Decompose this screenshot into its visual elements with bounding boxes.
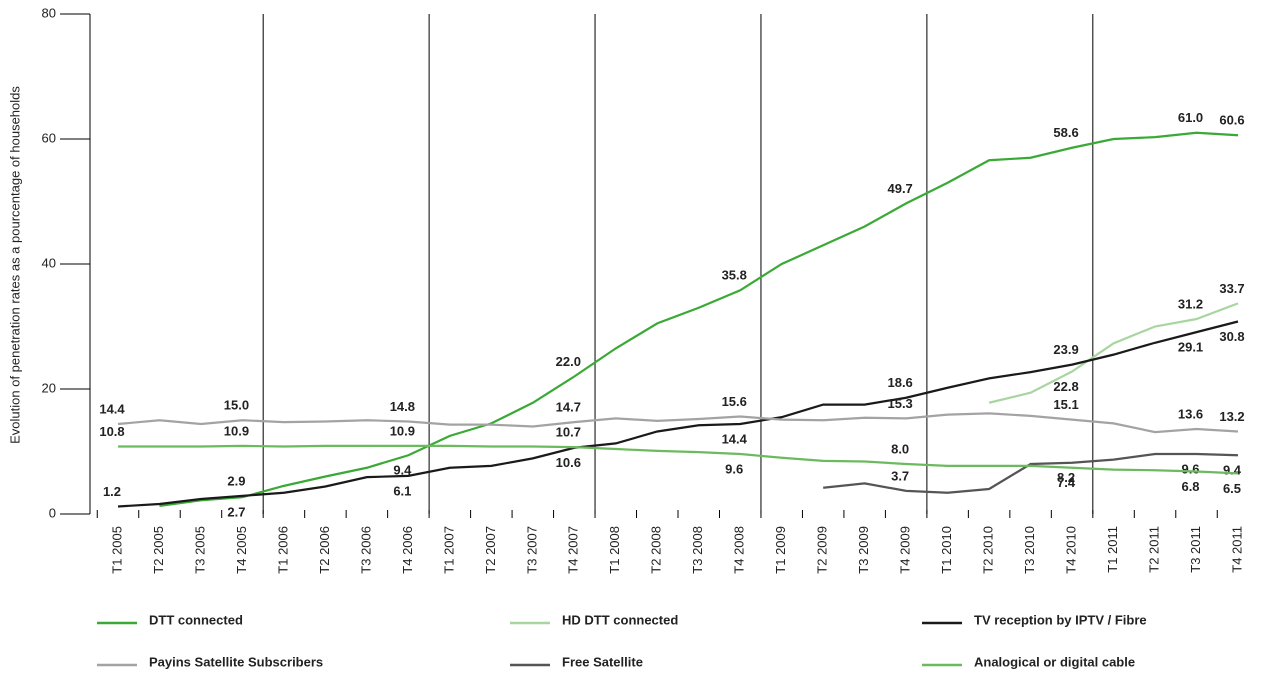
x-tick-label: T3 2005 — [192, 526, 207, 574]
legend-label: Analogical or digital cable — [974, 654, 1135, 669]
legend-label: HD DTT connected — [562, 612, 678, 627]
data-label: 15.0 — [224, 398, 249, 413]
data-label: 7.4 — [1057, 475, 1076, 490]
data-label: 30.8 — [1219, 329, 1244, 344]
data-label: 22.8 — [1053, 379, 1078, 394]
data-label: 13.2 — [1219, 409, 1244, 424]
x-tick-label: T1 2008 — [607, 526, 622, 574]
data-label: 6.5 — [1223, 481, 1241, 496]
x-tick-label: T1 2007 — [441, 526, 456, 574]
data-label: 23.9 — [1053, 342, 1078, 357]
data-label: 60.6 — [1219, 113, 1244, 128]
x-tick-label: T1 2009 — [773, 526, 788, 574]
x-tick-label: T2 2011 — [1146, 526, 1161, 573]
data-label: 35.8 — [722, 268, 747, 283]
data-label: 2.7 — [227, 505, 245, 520]
y-tick-label: 20 — [42, 380, 56, 395]
data-label: 9.4 — [393, 463, 412, 478]
x-tick-label: T1 2011 — [1105, 526, 1120, 573]
x-tick-label: T3 2006 — [358, 526, 373, 574]
x-tick-label: T3 2008 — [690, 526, 705, 574]
data-label: 9.6 — [725, 461, 743, 476]
data-label: 10.7 — [556, 425, 581, 440]
data-label: 22.0 — [556, 354, 581, 369]
y-axis-label: Evolution of penetration rates as a pour… — [7, 86, 22, 444]
x-tick-label: T1 2010 — [939, 526, 954, 574]
x-tick-label: T2 2010 — [981, 526, 996, 574]
data-label: 8.0 — [891, 441, 909, 456]
data-label: 15.1 — [1053, 397, 1078, 412]
x-tick-label: T2 2007 — [483, 526, 498, 574]
data-label: 29.1 — [1178, 340, 1203, 355]
data-label: 9.6 — [1181, 461, 1199, 476]
data-label: 49.7 — [887, 181, 912, 196]
y-tick-label: 80 — [42, 5, 56, 20]
data-label: 1.2 — [103, 484, 121, 499]
data-label: 14.7 — [556, 400, 581, 415]
legend-label: TV reception by IPTV / Fibre — [974, 612, 1147, 627]
x-tick-label: T1 2006 — [275, 526, 290, 574]
data-label: 18.6 — [887, 375, 912, 390]
data-label: 9.4 — [1223, 463, 1242, 478]
x-tick-label: T4 2009 — [898, 526, 913, 574]
data-label: 10.8 — [99, 424, 124, 439]
x-tick-label: T3 2007 — [524, 526, 539, 574]
x-tick-label: T2 2006 — [317, 526, 332, 574]
x-tick-label: T2 2008 — [649, 526, 664, 574]
data-label: 33.7 — [1219, 281, 1244, 296]
data-label: 10.9 — [224, 423, 249, 438]
legend-label: Payins Satellite Subscribers — [149, 654, 323, 669]
y-tick-label: 0 — [49, 505, 56, 520]
x-tick-label: T4 2010 — [1064, 526, 1079, 574]
x-tick-label: T3 2009 — [856, 526, 871, 574]
data-label: 31.2 — [1178, 296, 1203, 311]
data-label: 58.6 — [1053, 125, 1078, 140]
x-tick-label: T4 2007 — [566, 526, 581, 574]
data-label: 6.1 — [393, 483, 411, 498]
data-label: 3.7 — [891, 468, 909, 483]
x-tick-label: T2 2009 — [815, 526, 830, 574]
x-tick-label: T1 2005 — [109, 526, 124, 574]
data-label: 14.4 — [722, 431, 748, 446]
legend-label: DTT connected — [149, 612, 243, 627]
data-label: 14.8 — [390, 399, 415, 414]
series-line — [118, 444, 1239, 475]
data-label: 13.6 — [1178, 406, 1203, 421]
x-tick-label: T4 2005 — [234, 526, 249, 574]
legend-label: Free Satellite — [562, 654, 643, 669]
x-tick-label: T4 2006 — [400, 526, 415, 574]
data-label: 61.0 — [1178, 110, 1203, 125]
data-label: 2.9 — [227, 473, 245, 488]
series-line — [117, 320, 1239, 508]
x-tick-label: T4 2011 — [1229, 526, 1244, 573]
data-label: 15.3 — [887, 396, 912, 411]
data-label: 14.4 — [99, 401, 125, 416]
series-line — [117, 412, 1239, 434]
y-tick-label: 60 — [42, 130, 56, 145]
x-tick-label: T3 2011 — [1188, 526, 1203, 573]
x-tick-label: T2 2005 — [151, 526, 166, 574]
x-tick-label: T3 2010 — [1022, 526, 1037, 574]
data-label: 8.2 — [1057, 470, 1075, 485]
data-label: 10.6 — [556, 455, 581, 470]
data-label: 6.8 — [1181, 479, 1199, 494]
data-label: 10.9 — [390, 423, 415, 438]
data-label: 15.6 — [722, 394, 747, 409]
y-tick-label: 40 — [42, 255, 56, 270]
x-tick-label: T4 2008 — [732, 526, 747, 574]
series-line — [823, 452, 1239, 494]
series-line — [159, 131, 1239, 507]
series-line — [988, 302, 1239, 404]
